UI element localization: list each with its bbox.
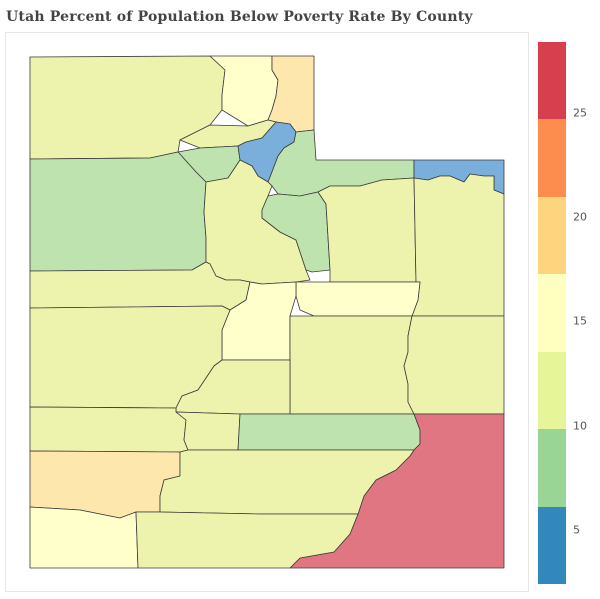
county-beaver[interactable] — [29, 406, 189, 453]
color-scale-legend — [538, 42, 566, 585]
legend-tick-10: 10 — [573, 419, 587, 433]
legend-tick-5: 5 — [573, 523, 580, 537]
legend-tick-15: 15 — [573, 314, 587, 328]
legend-band — [538, 42, 566, 120]
county-uintah[interactable] — [411, 173, 505, 317]
county-washington[interactable] — [29, 506, 139, 569]
county-wayne[interactable] — [237, 413, 421, 451]
county-wasatch[interactable] — [261, 191, 331, 273]
map-frame — [5, 32, 529, 592]
county-duchesne[interactable] — [317, 177, 417, 283]
county-piute[interactable] — [175, 411, 241, 451]
county-kane[interactable] — [135, 511, 359, 569]
map-title: Utah Percent of Population Below Poverty… — [6, 9, 473, 25]
county-carbon[interactable] — [295, 281, 421, 317]
county-emery[interactable] — [289, 315, 415, 415]
county-garfield[interactable] — [159, 449, 415, 515]
legend-tick-20: 20 — [573, 210, 587, 224]
legend-band — [538, 196, 566, 275]
legend-band — [538, 119, 566, 198]
legend-band — [538, 274, 566, 353]
county-tooele[interactable] — [29, 151, 207, 272]
legend-band — [538, 506, 566, 585]
legend-band — [538, 351, 566, 430]
county-grand[interactable] — [403, 315, 505, 415]
legend-band — [538, 429, 566, 508]
legend-tick-25: 25 — [573, 106, 587, 120]
